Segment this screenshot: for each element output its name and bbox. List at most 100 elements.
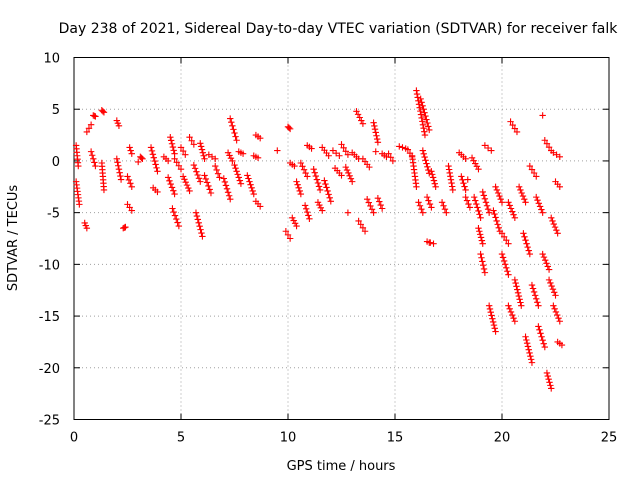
data-point bbox=[443, 209, 450, 216]
data-point bbox=[413, 183, 420, 190]
data-point bbox=[518, 302, 525, 309]
data-point bbox=[344, 151, 352, 158]
data-point bbox=[237, 180, 245, 187]
data-point bbox=[371, 122, 378, 130]
data-point bbox=[205, 182, 212, 190]
data-point bbox=[493, 186, 501, 194]
data-point bbox=[531, 292, 539, 299]
data-point bbox=[522, 333, 529, 340]
data-point bbox=[316, 186, 324, 194]
data-point bbox=[370, 119, 377, 126]
data-point bbox=[424, 119, 431, 127]
data-point bbox=[316, 201, 323, 209]
data-point bbox=[170, 208, 177, 216]
data-point bbox=[191, 165, 199, 172]
data-point bbox=[173, 159, 180, 166]
data-point bbox=[154, 188, 161, 196]
data-point bbox=[425, 166, 432, 174]
data-point bbox=[372, 148, 379, 155]
data-point bbox=[521, 195, 528, 203]
data-point bbox=[233, 168, 240, 175]
data-point bbox=[419, 102, 426, 109]
data-point bbox=[213, 166, 220, 174]
data-point bbox=[419, 147, 427, 154]
data-point bbox=[154, 168, 161, 175]
data-point bbox=[195, 175, 203, 182]
data-point bbox=[425, 123, 432, 130]
data-point bbox=[479, 258, 486, 265]
data-point bbox=[544, 372, 551, 380]
data-point bbox=[122, 223, 129, 231]
data-point bbox=[510, 314, 517, 322]
data-point bbox=[152, 161, 159, 168]
data-point bbox=[484, 144, 492, 152]
data-point bbox=[127, 147, 134, 154]
data-point bbox=[555, 314, 562, 322]
data-point bbox=[498, 230, 506, 237]
data-point bbox=[545, 375, 552, 383]
data-point bbox=[304, 173, 311, 180]
data-point bbox=[188, 137, 195, 144]
data-point bbox=[310, 166, 317, 173]
data-point bbox=[466, 204, 474, 211]
data-point bbox=[476, 231, 484, 238]
data-point bbox=[465, 200, 472, 208]
data-point bbox=[445, 162, 452, 170]
data-point bbox=[220, 175, 227, 182]
data-point bbox=[190, 141, 198, 148]
data-point bbox=[225, 192, 233, 199]
data-point bbox=[479, 261, 487, 269]
data-point bbox=[526, 162, 534, 170]
data-point bbox=[525, 247, 532, 254]
data-point bbox=[346, 172, 353, 180]
data-point bbox=[126, 144, 133, 151]
data-point bbox=[511, 214, 519, 222]
x-tick-label: 20 bbox=[494, 431, 511, 446]
data-point bbox=[212, 155, 219, 163]
data-point bbox=[458, 173, 465, 180]
data-point bbox=[423, 160, 430, 167]
data-point bbox=[166, 177, 173, 184]
data-point bbox=[336, 152, 343, 159]
data-point bbox=[537, 330, 544, 337]
data-point bbox=[293, 178, 300, 185]
data-point bbox=[344, 209, 352, 216]
data-point bbox=[203, 179, 211, 186]
data-point bbox=[171, 190, 178, 198]
data-point bbox=[186, 133, 193, 141]
data-point bbox=[85, 125, 93, 132]
data-point bbox=[472, 197, 479, 204]
data-point bbox=[441, 205, 449, 213]
data-point bbox=[190, 161, 198, 169]
data-point bbox=[256, 203, 264, 210]
data-point bbox=[196, 223, 203, 230]
data-point bbox=[422, 112, 429, 120]
data-point bbox=[478, 254, 485, 261]
data-point bbox=[92, 162, 99, 170]
y-tick-label: 10 bbox=[43, 52, 60, 67]
data-point bbox=[474, 204, 481, 211]
data-point bbox=[125, 176, 133, 184]
data-point bbox=[87, 148, 95, 155]
data-point bbox=[150, 154, 157, 161]
data-point bbox=[461, 183, 468, 190]
data-point bbox=[528, 166, 536, 173]
data-point bbox=[291, 162, 298, 170]
data-point bbox=[227, 195, 234, 203]
data-point bbox=[543, 369, 551, 377]
data-point bbox=[413, 90, 421, 98]
data-point bbox=[234, 171, 241, 178]
data-point bbox=[321, 177, 328, 184]
data-point bbox=[349, 178, 356, 185]
data-point bbox=[536, 203, 544, 210]
data-point bbox=[525, 346, 532, 353]
x-axis-label: GPS time / hours bbox=[287, 459, 396, 474]
data-point bbox=[230, 126, 237, 133]
data-point bbox=[420, 106, 427, 113]
data-point bbox=[530, 288, 538, 296]
y-tick-labels: -25 -20 -15 -10 -5 0 5 10 bbox=[39, 52, 60, 429]
data-point bbox=[505, 240, 512, 247]
data-point bbox=[421, 128, 428, 135]
data-points bbox=[72, 87, 566, 392]
plot-frame bbox=[73, 57, 610, 420]
